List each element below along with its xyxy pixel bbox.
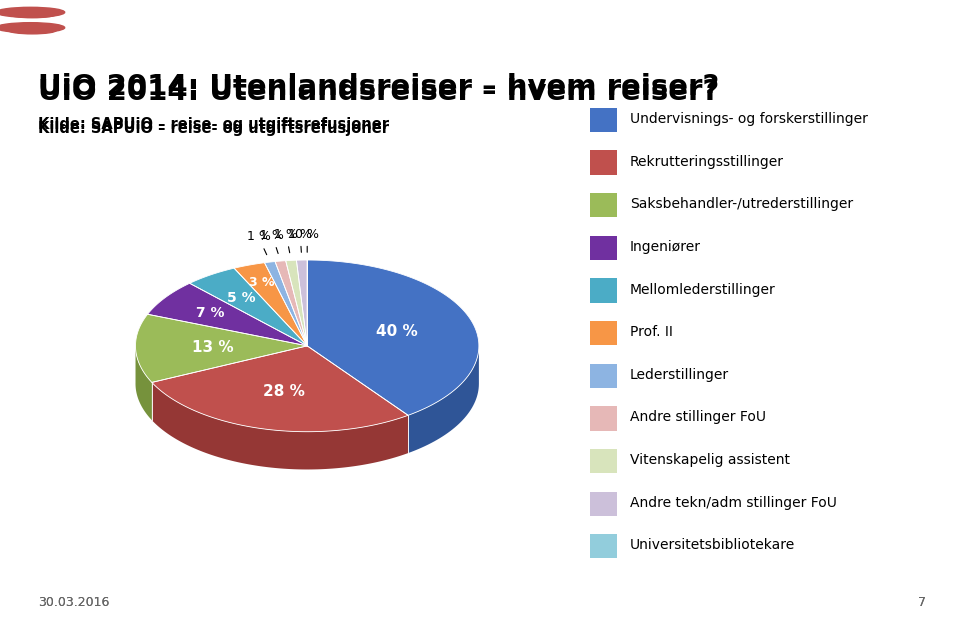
Bar [590,321,617,345]
Text: Universitetsbibliotekare: Universitetsbibliotekare [630,538,795,552]
Text: 7 %: 7 % [197,306,225,320]
Circle shape [0,7,64,17]
Text: UiO 2014: Utenlandsreiser – hvem reiser?: UiO 2014: Utenlandsreiser – hvem reiser? [38,78,720,105]
Text: Vitenskapelig assistent: Vitenskapelig assistent [630,453,790,467]
Text: Undervisnings- og forskerstillinger: Undervisnings- og forskerstillinger [630,112,868,126]
Text: 5 %: 5 % [228,291,256,304]
Text: 1 %: 1 % [247,231,271,255]
Text: UiO 2014: Utenlandsreiser – hvem reiser?: UiO 2014: Utenlandsreiser – hvem reiser? [38,73,720,101]
Text: 7: 7 [919,596,926,609]
Polygon shape [297,260,307,346]
Polygon shape [408,346,479,453]
Polygon shape [148,283,307,346]
Text: 28 %: 28 % [263,384,304,399]
Text: Andre tekn/adm stillinger FoU: Andre tekn/adm stillinger FoU [630,496,837,510]
Polygon shape [135,314,307,383]
Bar [590,108,617,132]
Circle shape [8,11,57,18]
Text: 0 %: 0 % [296,228,320,252]
Text: 30.03.2016: 30.03.2016 [38,596,109,609]
Polygon shape [152,383,408,469]
Text: 1 %: 1 % [275,228,299,253]
Text: Kilde: SAPUiO – reise- og utgiftsrefusjoner: Kilde: SAPUiO – reise- og utgiftsrefusjo… [38,121,390,136]
Text: Lederstillinger: Lederstillinger [630,368,730,382]
Bar [590,406,617,430]
Bar [590,193,617,217]
Polygon shape [286,260,307,346]
Bar [590,278,617,303]
Text: Saksbehandler-/utrederstillinger: Saksbehandler-/utrederstillinger [630,197,853,211]
Polygon shape [135,345,152,420]
Bar [590,364,617,388]
Text: 3 %: 3 % [249,277,275,290]
Text: 13 %: 13 % [192,340,233,355]
Bar [590,449,617,473]
Text: 1 %: 1 % [288,228,312,252]
Polygon shape [234,263,307,346]
Text: Andre stillinger FoU: Andre stillinger FoU [630,410,766,425]
Text: Mellomlederstillinger: Mellomlederstillinger [630,283,776,296]
Text: Rekrutteringsstillinger: Rekrutteringsstillinger [630,154,784,169]
Bar [590,492,617,516]
Text: 30.03.2016: 30.03.2016 [38,596,109,609]
Text: Ingeniører: Ingeniører [630,240,701,254]
Polygon shape [275,260,307,346]
Circle shape [0,23,64,33]
Bar [590,534,617,559]
Text: 40 %: 40 % [376,324,418,339]
Polygon shape [307,260,479,415]
Text: Kilde: SAPUiO – reise- og utgiftsrefusjoner: Kilde: SAPUiO – reise- og utgiftsrefusjo… [38,117,390,131]
Circle shape [8,27,57,34]
Text: Prof. II: Prof. II [630,325,673,339]
Polygon shape [190,268,307,346]
Bar [590,236,617,260]
Text: 1 %: 1 % [260,229,284,254]
Polygon shape [152,346,408,432]
Polygon shape [265,262,307,346]
Bar [590,151,617,175]
Text: 7: 7 [919,596,926,609]
